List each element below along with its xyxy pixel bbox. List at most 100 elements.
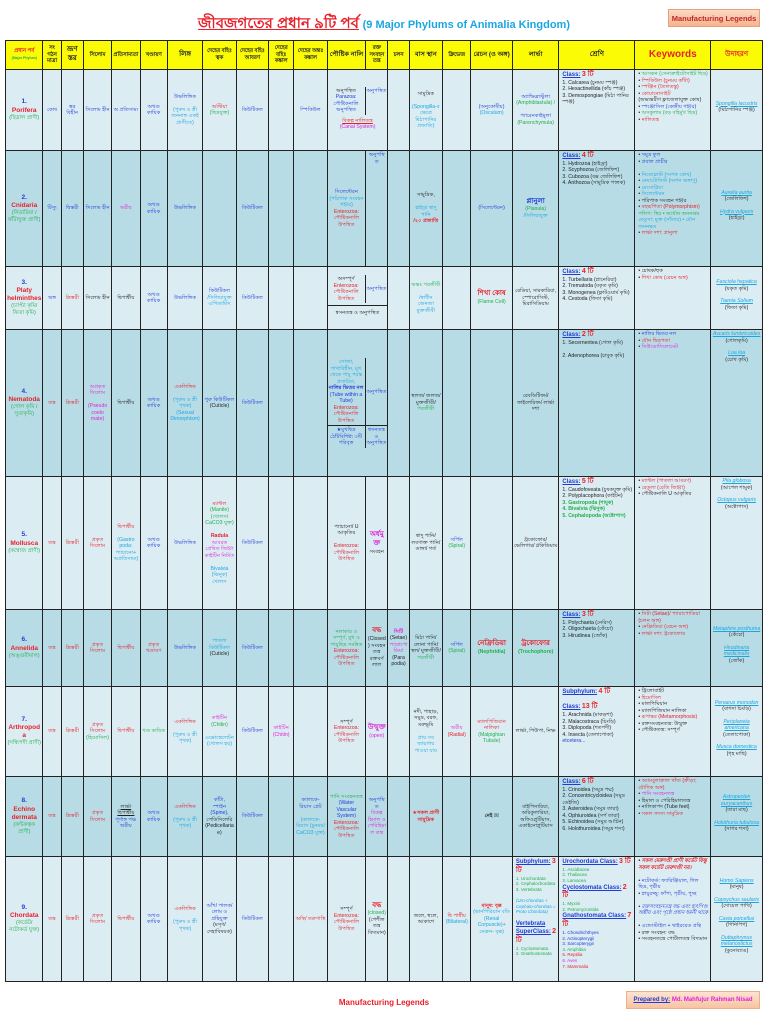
coelom-cell: প্রকৃত সিলোম [82, 776, 113, 857]
col-locomotion: চলন [387, 40, 410, 70]
locomotion-cell: সিটি (Setae) প্যারাপোডিয়া (Para podia) [387, 609, 410, 687]
endoskeleton-cell: ক্যালকে- রিয়াস প্লেট (ক্যালকে- রিয়াস (চ… [293, 776, 328, 857]
excretion-cell: নেই ☒ [470, 776, 513, 857]
phylum-cell: 1. Porifera (ছিদ্রাল প্রাণী) [4, 69, 44, 151]
endoskeleton-cell: স্পিকিউল [293, 69, 328, 151]
col-sex: লিঙ্গ [166, 40, 204, 70]
gut-cell: সম্পূর্ণ Enterozoa: পৌষ্টিকনালি উপস্থিত [326, 686, 367, 777]
class-cell: Subphylum: 4 টি Class: 13 টি 1. Arachnida … [558, 686, 636, 777]
gut-cell: সম্পূর্ণ Enterozoa: পৌষ্টিকনালি উপস্থিত [326, 856, 367, 982]
larva-cell: ট্রকোফোর (Trochophore) [511, 609, 560, 687]
germ-layer-cell: ত্রিস্তরী [60, 776, 84, 857]
symmetry-cell: দ্বিপার্শ্বীয় [111, 266, 141, 330]
col-organization: সং গঠন মাত্রা [42, 40, 62, 70]
segmentation-cell: অখণ্ড কায়িক [139, 329, 168, 477]
blood-cell: বদ্ধ (Closed) সংবহন তন্ত্র রক্তবর্ণ লাল [365, 609, 389, 687]
table-row-platyhelminthes: 3. Platy helminthes (চ্যাপ্টা কৃমি/ ফিতা ক… [4, 266, 763, 330]
col-phylum: প্রধান পর্ব (Major Phylum) [4, 40, 44, 70]
germ-layer-cell: ত্রিস্তরী [60, 609, 84, 687]
blood-cell: অনুপস্থিত বিকল্প হিমাল ও পেরিহিমাল তন্ত্র [365, 776, 389, 857]
larva-cell: অ্যাম্ফিব্লাস্টুলা (Amphiblastula) / প্যার… [511, 69, 560, 151]
phylum-cell: 8. Echino dermata (কন্টকত্বক প্রাণী) [4, 776, 44, 857]
larva-cell: ট্রকোফোর/ ভেলিগার/ গ্লকিডিয়াম [511, 476, 560, 610]
gut-cell: নলাকার ও সম্পূর্ণ, মুখ ও পায়ুছিদ্র সমন্… [326, 609, 367, 687]
gut-cell: পানি সংবহনতন্ত্র (Water Vascular System) E… [326, 776, 367, 857]
exoskeleton-cell [268, 329, 295, 477]
class-cell: Class: 4 টি 1. Hydrozoa (হাইড্রা) 2. Scyph… [558, 150, 636, 267]
habitat-cell: জলে, স্থলে, আকাশে [408, 856, 444, 982]
germ-layer-cell: ত্রিস্তরী [60, 329, 84, 477]
col-larva: লার্ভা [511, 40, 560, 70]
endoskeleton-cell [293, 476, 328, 610]
examples-cell: Spongilla lacustris (মিঠাপানির স্পঞ্জ) [710, 69, 763, 151]
sex-cell: উভলিঙ্গিক [166, 476, 204, 610]
class-cell: Class: 3 টি 1. Polychaeta (নেরিস) 2. Oligo… [558, 609, 636, 687]
excretion-cell: শিখা কোষ (Flame Cell) [470, 266, 513, 330]
symmetry-cell: লার্ভা দ্বিপার্শ্বীয় পূর্ণাঙ্গ পঞ্চ অরীয… [111, 776, 141, 857]
coelom-cell: অপ্রকৃত সিলোম (Pseudo coelo mate) [82, 329, 113, 477]
class-cell: Class: 6 টি 1. Crinoidea (সমুদ্র পদ্ম) 2. … [558, 776, 636, 857]
exoskeleton-cell [268, 476, 295, 610]
page-title: জীবজগতের প্রধান ৯টি পর্ব (9 Major Phylum… [0, 12, 768, 37]
keywords-cell: ট্রিলোবাইটহিমোসিলমালপিঘিয়ানম্যালপিজিয়া… [634, 686, 712, 777]
excretion-cell: মানুষ: বৃক্ক (ভার্নপিরিয়ান বডি (Renal Co… [470, 856, 513, 982]
skin-cell [202, 150, 237, 267]
organization-cell: অঙ্গ [42, 266, 62, 330]
col-endoskeleton: দেহের অন্তঃ কঙ্কাল [293, 40, 328, 70]
sex-cell: উভলিঙ্গিক [166, 150, 204, 267]
coelom-cell: সিলোম হীন [82, 69, 113, 151]
exoskeleton-cell: কাইটিন (Chitin) [268, 686, 295, 777]
gut-blood-cell: অনুপস্থিত Parazoa: পৌষ্টিকনালি অনুপস্থিত অ… [326, 69, 389, 151]
locomotion-cell [387, 150, 410, 267]
phylum-cell: 9. Chordata (কর্ডেট/ নটোকর্ড যুক্ত) [4, 856, 44, 982]
segmentation-cell: অখণ্ড কায়িক [139, 150, 168, 267]
larva-cell: লার্ভা, পিউপা, নিম্ফ [511, 686, 560, 777]
col-blood: রক্ত সংবহন তন্ত্র [365, 40, 389, 70]
cover-cell: কিউটিকল [235, 69, 270, 151]
blood-cell: বদ্ধ (closed) (পেশীল তন্ত্র বিদ্যমান) [365, 856, 389, 982]
blood-cell: অর্ধমুক্ত সংবহন [365, 476, 389, 610]
cleavage-cell: সর্পিল (Spiral) [442, 476, 472, 610]
keywords-cell: চোষক/হুকশিখা কোষ (রেচন অঙ্গ) [634, 266, 712, 330]
endoskeleton-cell: অস্থি/ তরুণাস্থি [293, 856, 328, 982]
phylum-cell: 2. Cnidaria (নিডারিয়া /কাঁটাযুক্ত প্রাণী) [4, 150, 44, 267]
examples-cell: Pila globosa (আপেল শামুক) Octopus vulgaris… [710, 476, 763, 610]
keywords-cell: সকল মেরুদণ্ডী প্রাণী কর্ডেট কিন্তু সকল ক… [634, 856, 712, 982]
class-cell: Class: 2 টি 1. Secernentea (গোল কৃমি) 2. A… [558, 329, 636, 477]
locomotion-cell [387, 329, 410, 477]
organization-cell: তন্ত্র [42, 856, 62, 982]
coelom-cell: প্রকৃত সিলোম [82, 609, 113, 687]
cover-cell: কিউটিকল [235, 776, 270, 857]
endoskeleton-cell [293, 329, 328, 477]
germ-layer-cell: স্তর বিহীন [60, 69, 84, 151]
habitat-cell: মিঠা পানি/ লোনা পানি/ স্থল/ মুক্তজীবী/পর… [408, 609, 444, 687]
keywords-cell: সমুদ্র ফুলপ্রবাল প্রাচীরনিডোব্লাস্ট (দংশ… [634, 150, 712, 267]
skin-cell: ম্যান্টল (Mantle) (খোলস/ CaCO3 যুক্ত) Radu… [202, 476, 237, 610]
organization-cell: টিস্যু [42, 150, 62, 267]
exoskeleton-cell [268, 776, 295, 857]
col-skin: দেহের বহিঃ ত্বক [202, 40, 237, 70]
examples-cell: Penaeus monodon (বাগদা চিংড়ি) Periplaneta… [710, 686, 763, 777]
examples-cell: Astropecten euryacanthus (তারা মাছ) Holoth… [710, 776, 763, 857]
organization-cell: তন্ত্র [42, 776, 62, 857]
excretion-cell: নেফ্রিডিয়া (Nephridia) [470, 609, 513, 687]
prepared-by-badge: Prepared by: Md. Mahfujur Rahman Nisad [626, 991, 760, 1009]
cover-cell: কিউটিকল [235, 266, 270, 330]
endoskeleton-cell [293, 686, 328, 777]
exoskeleton-cell [268, 266, 295, 330]
symmetry-cell: দ্বিপার্শ্বীয় [111, 686, 141, 777]
segmentation-cell: অখণ্ড কায়িক [139, 776, 168, 857]
examples-cell: Homo Sapiens (মানুষ) Copsychus saularis (দো… [710, 856, 763, 982]
locomotion-cell [387, 776, 410, 857]
col-excretion: রেচন (ও অঙ্গ) [470, 40, 513, 70]
symmetry-cell: দ্বিপার্শ্বীয় (Gastro poda: প্যাচানো+ অপ… [111, 476, 141, 610]
coelom-cell: প্রকৃত সিলোম [82, 856, 113, 982]
sex-cell: একলিঙ্গিক (পুরুষ ও স্ত্রী পৃথক) [166, 856, 204, 982]
blood-cell: উন্মুক্ত (open) [365, 686, 389, 777]
col-germ-layer: ভ্রূণ স্তর [60, 40, 84, 70]
germ-layer-cell: দ্বিস্তরী [60, 150, 84, 267]
keywords-cell: নালির ভিতর নলযৌন দ্বিরূপতাসিউডোসিলোমেট [634, 329, 712, 477]
germ-layer-cell: ত্রিস্তরী [60, 686, 84, 777]
larva-subphylum-cell: Subphylum: 3 টি 1. Urochordata 2. Cephaloc… [511, 856, 560, 982]
locomotion-cell [387, 266, 410, 330]
